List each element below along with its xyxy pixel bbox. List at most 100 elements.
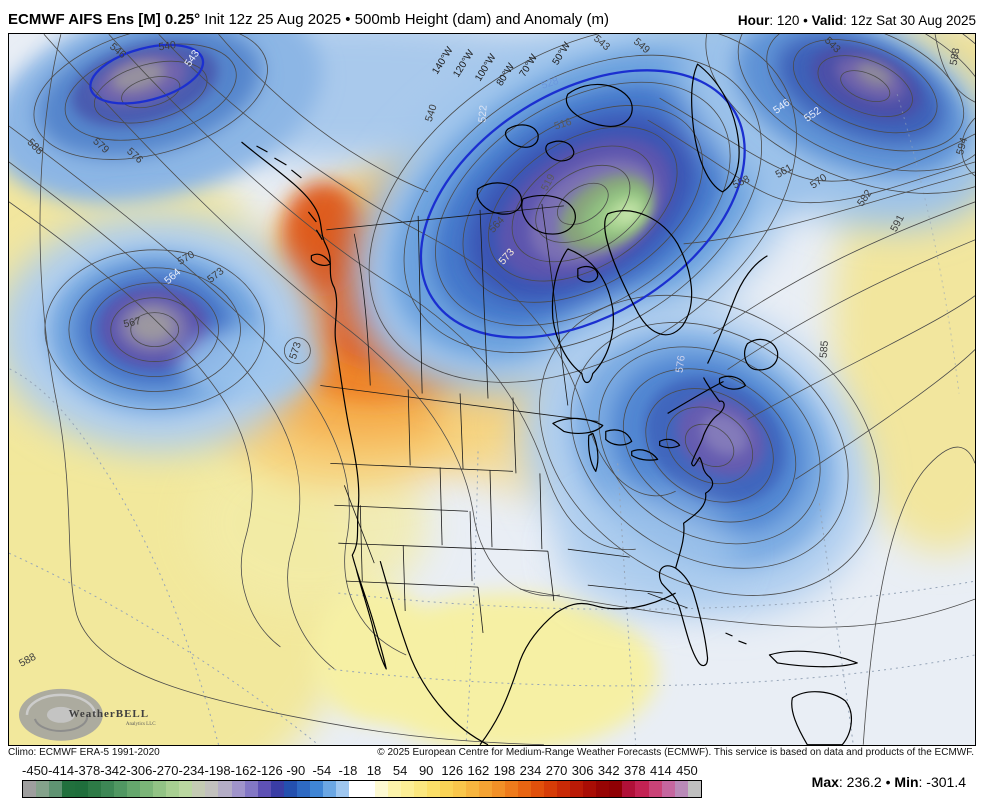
colorbar-tick-label: -306 (126, 763, 153, 778)
colorbar-segment (557, 781, 571, 797)
colorbar-tick-label: -450 (22, 763, 49, 778)
colorbar-tick-label: 54 (392, 763, 408, 778)
colorbar-segment (205, 781, 219, 797)
max-label: Max (811, 774, 839, 790)
colorbar-segment (309, 781, 323, 797)
colorbar-tick-label: 342 (597, 763, 620, 778)
colorbar-segment (687, 781, 701, 797)
colorbar-segment (348, 781, 362, 797)
valid-label: Valid (811, 13, 844, 28)
colorbar-segment (270, 781, 284, 797)
colorbar-segment (257, 781, 271, 797)
colorbar-segment (531, 781, 545, 797)
colorbar-tick-label: -126 (256, 763, 283, 778)
colorbar-segment (101, 781, 115, 797)
colorbar-segment (75, 781, 89, 797)
contour-label: 588 (949, 47, 963, 66)
contour-label: 573 (288, 341, 304, 361)
title-detail: Init 12z 25 Aug 2025 • 500mb Height (dam… (200, 11, 609, 28)
colorbar-segment (127, 781, 141, 797)
colorbar-segment (88, 781, 102, 797)
coastlines (241, 63, 858, 745)
colorbar-segment (387, 781, 401, 797)
colorbar-segment (244, 781, 258, 797)
colorbar-tick-label: -198 (204, 763, 231, 778)
contour-label: 522 (477, 105, 489, 123)
climo-note: Climo: ECMWF ERA-5 1991-2020 (8, 747, 160, 758)
separator: • (803, 13, 812, 28)
colorbar-tick-labels: -450 -414 -378 -342 -306 -270 -234 -198 -162 -126… (22, 763, 700, 778)
colorbar-segment (296, 781, 310, 797)
attribution-row: Climo: ECMWF ERA-5 1991-2020 © 2025 Euro… (8, 747, 974, 758)
colorbar-segment (361, 781, 375, 797)
min-value: : -301.4 (918, 774, 966, 790)
colorbar-segment (505, 781, 519, 797)
colorbar-segment (140, 781, 154, 797)
colorbar-tick-label: 198 (493, 763, 516, 778)
colorbar (22, 780, 702, 798)
colorbar-segment (36, 781, 50, 797)
contour-label: 576 (674, 355, 687, 374)
max-value: : 236.2 (838, 774, 886, 790)
colorbar-segment (413, 781, 427, 797)
colorbar-segment (674, 781, 688, 797)
colorbar-segment (570, 781, 584, 797)
colorbar-tick-label: -18 (338, 763, 358, 778)
colorbar-segment (114, 781, 128, 797)
colorbar-segment (544, 781, 558, 797)
colorbar-segment (609, 781, 623, 797)
hour-label: Hour (737, 13, 770, 28)
colorbar-segment (426, 781, 440, 797)
colorbar-segment (466, 781, 480, 797)
colorbar-tick-label: -378 (74, 763, 101, 778)
weatherbell-logo (18, 688, 103, 741)
colorbar-segment (23, 781, 37, 797)
colorbar-tick-label: -54 (312, 763, 332, 778)
colorbar-tick-label: 18 (366, 763, 382, 778)
contour-label: 528 (540, 76, 560, 92)
max-min-readout: Max: 236.2 • Min: -301.4 (812, 774, 966, 790)
colorbar-segment (596, 781, 610, 797)
colorbar-segment (400, 781, 414, 797)
contour-label: 594 (955, 136, 970, 156)
weatherbell-logo-text: WeatherBELL (69, 708, 149, 720)
colorbar-segment (635, 781, 649, 797)
colorbar-tick-label: -162 (230, 763, 257, 778)
contour-label: 516 (553, 117, 573, 133)
valid-time: Hour: 120 • Valid: 12z Sat 30 Aug 2025 (738, 13, 976, 28)
colorbar-tick-label: 306 (571, 763, 594, 778)
page-title: ECMWF AIFS Ens [M] 0.25° Init 12z 25 Aug… (8, 11, 609, 28)
contour-label: 567 (123, 316, 143, 330)
colorbar-segment (440, 781, 454, 797)
forecast-map: 546 540 543 588 579 576 570 573 564 567 573 588 564 5… (8, 33, 976, 746)
colorbar-segment (492, 781, 506, 797)
colorbar-segment (153, 781, 167, 797)
colorbar-segment (479, 781, 493, 797)
colorbar-tick-label: 378 (623, 763, 646, 778)
bold-540-contours (89, 43, 746, 339)
colorbar-segment (218, 781, 232, 797)
colorbar-segment (661, 781, 675, 797)
valid-value: : 12z Sat 30 Aug 2025 (843, 13, 976, 28)
contour-label: 540 (424, 103, 440, 123)
colorbar-segment (622, 781, 636, 797)
colorbar-segment (453, 781, 467, 797)
colorbar-tick-label: 414 (650, 763, 672, 778)
colorbar-segment (166, 781, 180, 797)
colorbar-tick-label: 270 (545, 763, 568, 778)
colorbar-segment (62, 781, 76, 797)
weatherbell-logo-subtext: Analytics LLC (126, 722, 156, 727)
colorbar-tick-label: -234 (178, 763, 205, 778)
colorbar-segment (49, 781, 63, 797)
header: ECMWF AIFS Ens [M] 0.25° Init 12z 25 Aug… (8, 0, 976, 32)
colorbar-tick-label: 90 (418, 763, 434, 778)
min-label: Min (894, 774, 919, 790)
colorbar-tick-label: 234 (519, 763, 542, 778)
colorbar-tick-label: -342 (100, 763, 127, 778)
colorbar-segment (192, 781, 206, 797)
colorbar-segment (335, 781, 349, 797)
colorbar-segment (322, 781, 336, 797)
colorbar-tick-label: 450 (676, 763, 698, 778)
state-borders (320, 203, 688, 634)
contour-label: 585 (819, 340, 831, 359)
